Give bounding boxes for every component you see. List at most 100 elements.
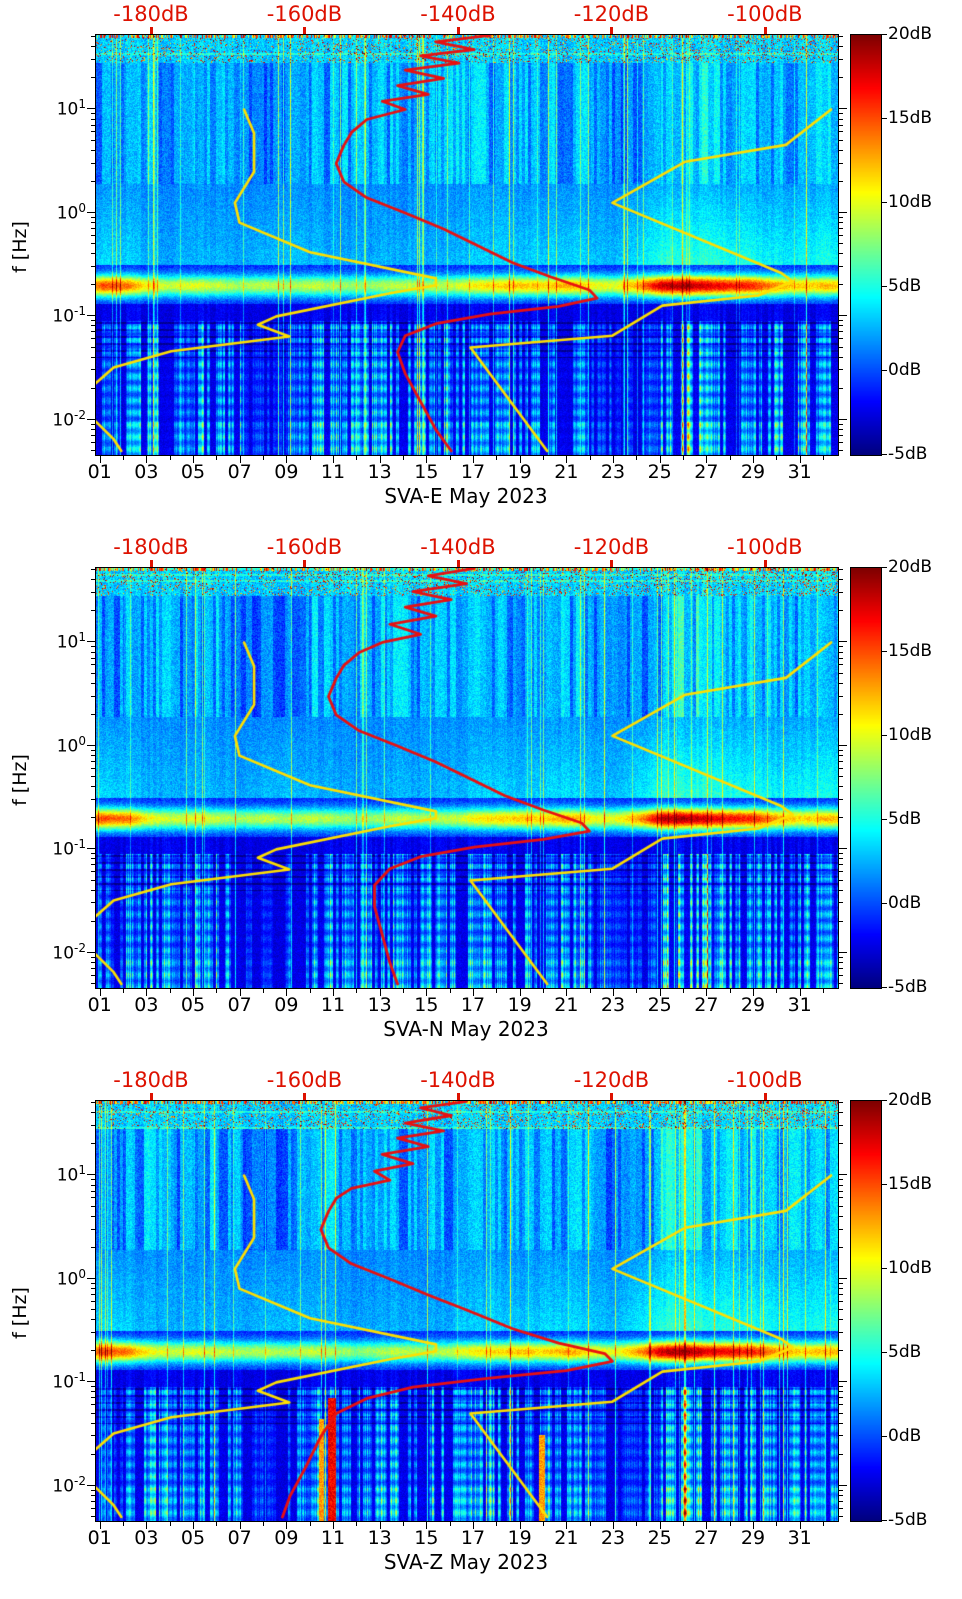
y-minor-tick-right bbox=[839, 1205, 843, 1207]
y-minor-tick-right bbox=[839, 346, 843, 348]
y-minor-tick-right bbox=[839, 369, 843, 371]
colorbar-canvas bbox=[851, 568, 881, 988]
y-minor-tick-right bbox=[839, 1412, 843, 1414]
y-minor-tick-right bbox=[839, 982, 843, 984]
x-tick-label: 11 bbox=[320, 461, 346, 483]
y-minor-tick bbox=[91, 423, 95, 425]
x-major-tick bbox=[519, 1522, 521, 1529]
y-minor-tick bbox=[91, 227, 95, 229]
colorbar-tick bbox=[882, 1352, 887, 1353]
x-minor-tick bbox=[776, 456, 778, 460]
x-minor-tick bbox=[496, 989, 498, 993]
y-minor-tick-right bbox=[839, 1246, 843, 1248]
x-minor-tick bbox=[776, 1522, 778, 1526]
y-tick-label: 101 bbox=[56, 97, 86, 121]
x-axis-label-sva-z: SVA-Z May 2023 bbox=[383, 1550, 549, 1574]
y-minor-tick-right bbox=[839, 234, 843, 236]
x-major-tick bbox=[753, 1522, 754, 1529]
y-minor-tick bbox=[91, 162, 95, 164]
y-axis-label: f [Hz] bbox=[9, 754, 31, 806]
y-tick-label: 100 bbox=[56, 1266, 86, 1290]
panel-sva-z: f [Hz] SVA-Z May 2023 -180dB -160dB -140dB… bbox=[0, 1066, 962, 1599]
y-minor-tick bbox=[91, 1489, 95, 1491]
y-minor-tick bbox=[91, 1397, 95, 1399]
x-tick-label: 31 bbox=[787, 461, 812, 483]
top-axis-tick bbox=[303, 560, 307, 567]
x-minor-tick bbox=[776, 989, 778, 993]
x-minor-tick bbox=[169, 1522, 171, 1526]
x-minor-tick bbox=[729, 456, 731, 460]
y-minor-tick bbox=[91, 320, 95, 322]
colorbar-tick-label: 0dB bbox=[888, 1426, 922, 1446]
spectrogram-canvas-sva-e bbox=[96, 35, 838, 455]
top-db-label: -120dB bbox=[573, 535, 650, 559]
x-tick-label: 07 bbox=[227, 994, 252, 1016]
x-major-tick bbox=[286, 1522, 288, 1529]
top-db-label: -120dB bbox=[573, 2, 650, 26]
x-tick-label: 17 bbox=[460, 1527, 486, 1549]
colorbar-tick-label: 15dB bbox=[888, 1174, 933, 1194]
top-axis-tick bbox=[610, 560, 614, 567]
y-minor-tick bbox=[91, 131, 95, 133]
y-minor-tick-right bbox=[839, 149, 843, 151]
x-minor-tick bbox=[263, 989, 264, 993]
x-minor-tick bbox=[169, 456, 171, 460]
x-major-tick bbox=[706, 1522, 708, 1529]
y-minor-tick bbox=[91, 77, 95, 79]
y-tick-label: 10-1 bbox=[52, 837, 86, 861]
colorbar-tick bbox=[882, 1100, 887, 1101]
top-axis-tick bbox=[610, 27, 614, 34]
x-major-tick bbox=[519, 989, 521, 996]
x-minor-tick bbox=[403, 1522, 404, 1526]
top-axis-tick bbox=[303, 1093, 307, 1100]
x-minor-tick bbox=[356, 989, 358, 993]
colorbar-tick bbox=[882, 370, 887, 371]
y-minor-tick-right bbox=[839, 853, 843, 855]
x-major-tick bbox=[473, 456, 474, 463]
y-minor-tick bbox=[91, 124, 95, 126]
x-major-tick bbox=[753, 456, 754, 463]
y-minor-tick-right bbox=[839, 920, 843, 922]
x-axis-label-sva-n: SVA-N May 2023 bbox=[383, 1017, 549, 1041]
y-minor-tick-right bbox=[839, 253, 843, 255]
y-major-tick bbox=[87, 848, 95, 850]
y-minor-tick-right bbox=[839, 1143, 843, 1145]
y-minor-tick bbox=[91, 1179, 95, 1181]
y-minor-tick bbox=[91, 776, 95, 778]
y-minor-tick bbox=[91, 767, 95, 769]
y-tick-label: 100 bbox=[56, 733, 86, 757]
y-minor-tick bbox=[91, 657, 95, 659]
y-minor-tick bbox=[91, 1300, 95, 1302]
top-axis-tick bbox=[150, 560, 153, 567]
x-tick-label: 17 bbox=[460, 994, 486, 1016]
x-tick-label: 25 bbox=[647, 461, 672, 483]
y-minor-tick-right bbox=[839, 1494, 843, 1496]
x-major-tick bbox=[333, 1522, 334, 1529]
x-minor-tick bbox=[823, 1522, 824, 1526]
x-minor-tick bbox=[449, 989, 451, 993]
y-minor-tick-right bbox=[839, 682, 843, 684]
x-tick-label: 07 bbox=[227, 1527, 252, 1549]
x-minor-tick bbox=[496, 1522, 498, 1526]
y-minor-tick-right bbox=[839, 1215, 843, 1217]
colorbar-sva-z bbox=[850, 1100, 882, 1522]
x-tick-label: 07 bbox=[227, 461, 252, 483]
y-major-tick bbox=[87, 211, 95, 213]
y-minor-tick-right bbox=[839, 266, 843, 268]
x-tick-label: 01 bbox=[87, 994, 112, 1016]
colorbar-tick bbox=[882, 1184, 887, 1185]
x-major-tick bbox=[239, 1522, 241, 1529]
y-minor-tick-right bbox=[839, 1102, 843, 1104]
x-tick-label: 21 bbox=[554, 994, 579, 1016]
y-minor-tick bbox=[91, 346, 95, 348]
top-db-label: -160dB bbox=[266, 535, 343, 559]
y-minor-tick bbox=[91, 967, 95, 969]
y-minor-tick bbox=[91, 646, 95, 648]
y-minor-tick-right bbox=[839, 817, 843, 819]
y-minor-tick bbox=[91, 338, 95, 340]
y-major-tick bbox=[87, 1174, 95, 1176]
colorbar-tick bbox=[882, 34, 887, 35]
y-minor-tick bbox=[91, 1453, 95, 1455]
y-minor-tick-right bbox=[839, 441, 843, 443]
y-minor-tick-right bbox=[839, 754, 843, 756]
